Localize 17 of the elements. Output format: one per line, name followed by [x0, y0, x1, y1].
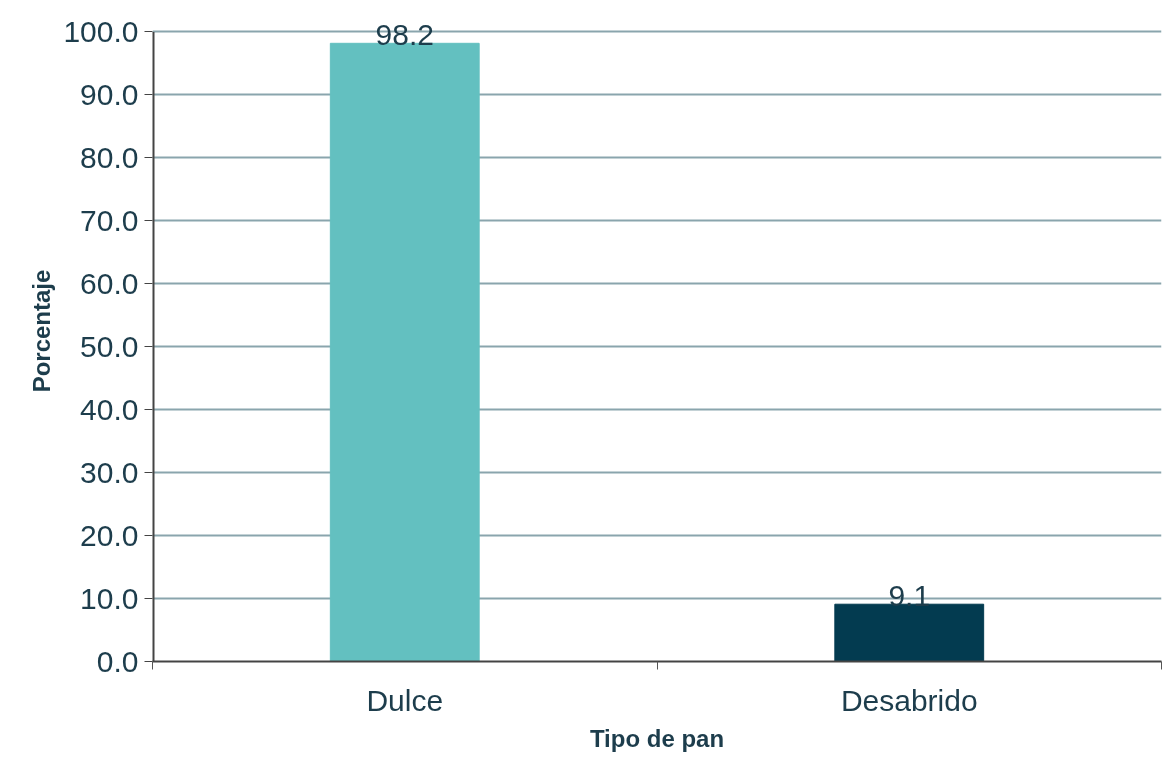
y-tick-label: 90.0: [80, 77, 139, 111]
x-axis-title: Tipo de pan: [589, 724, 725, 752]
y-tick-label: 100.0: [63, 14, 139, 48]
y-tick-label: 20.0: [80, 518, 139, 552]
y-tick-label: 50.0: [80, 329, 139, 363]
y-tick-label: 30.0: [80, 455, 139, 489]
data-label: 9.1: [888, 579, 931, 613]
y-tick-label: 10.0: [80, 581, 139, 615]
y-axis-title: Porcentaje: [28, 269, 56, 393]
y-tick-label: 60.0: [80, 266, 139, 300]
y-tick-label: 70.0: [80, 203, 139, 237]
x-tick-label: Desabrido: [840, 683, 978, 717]
y-tick-label: 40.0: [80, 392, 139, 426]
y-tick-label: 0.0: [96, 644, 139, 678]
data-label: 98.2: [375, 18, 434, 52]
x-tick-label: Dulce: [366, 683, 444, 717]
y-tick-label: 80.0: [80, 140, 139, 174]
